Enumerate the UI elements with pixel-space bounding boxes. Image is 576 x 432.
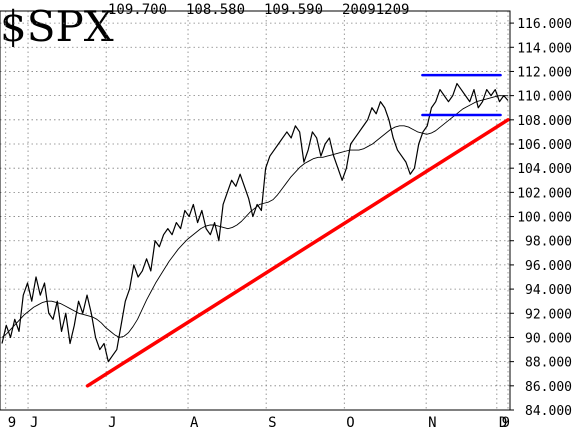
price-series (1, 82, 509, 363)
y-tick-label: 114.000 (517, 41, 572, 56)
y-tick-label: 90.000 (525, 331, 572, 346)
x-tick-label: J (30, 415, 38, 431)
x-tick-label: O (346, 415, 354, 431)
y-tick-label: 96.000 (525, 259, 572, 274)
header-value-3: 20091209 (342, 2, 409, 18)
y-tick-label: 86.000 (525, 380, 572, 395)
uptrend-line (85, 118, 510, 388)
chart-grid (0, 11, 510, 411)
header-value-1: 108.580 (186, 2, 245, 18)
y-tick-label: 94.000 (525, 283, 572, 298)
x-tick-label: N (428, 415, 436, 431)
y-tick-label: 92.000 (525, 307, 572, 322)
trendlines (85, 73, 510, 388)
y-tick-label: 110.000 (517, 90, 572, 105)
x-tick-label: 9 (502, 415, 510, 431)
y-tick-label: 100.000 (517, 211, 572, 226)
chart-symbol: $SPX (0, 2, 114, 51)
x-tick-label: J (108, 415, 116, 431)
y-tick-label: 102.000 (517, 186, 572, 201)
x-tick-label: 9 (8, 415, 16, 431)
y-tick-label: 108.000 (517, 114, 572, 129)
y-tick-label: 104.000 (517, 162, 572, 177)
y-tick-label: 84.000 (525, 404, 572, 419)
plot-frame (0, 10, 511, 411)
y-tick-label: 116.000 (517, 17, 572, 32)
header-value-0: 109.700 (108, 2, 167, 18)
y-axis-tick-labels: 84.000 86.000 88.000 90.000 92.000 94.000 96.0… (510, 17, 572, 419)
y-tick-label: 106.000 (517, 138, 572, 153)
header-values: 109.700 108.580 109.590 20091209 (108, 2, 409, 18)
x-tick-label: A (190, 415, 199, 431)
x-axis-tick-labels: 9 J J A S O N D9 (8, 415, 510, 431)
y-tick-label: 88.000 (525, 356, 572, 371)
price-line (1, 82, 509, 363)
y-tick-label: 112.000 (517, 65, 572, 80)
x-tick-label: D (499, 415, 507, 431)
moving-average-line (1, 95, 508, 338)
header-value-2: 109.590 (264, 2, 323, 18)
y-tick-label: 98.000 (525, 235, 572, 250)
x-tick-label: S (268, 415, 276, 431)
